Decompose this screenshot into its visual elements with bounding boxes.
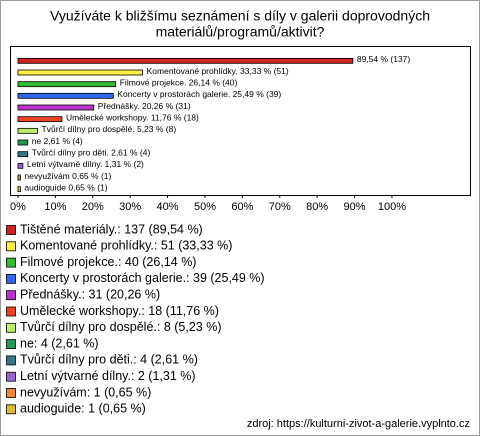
x-tick-label: 60% [231,201,253,213]
x-tick-label: 100% [378,201,406,213]
bar [17,151,29,158]
legend-swatch [6,257,16,268]
legend-label: Letní výtvarné dílny.: 2 (1,31 %) [20,369,196,383]
data-label: nevyužívám 0,65 % (1) [24,171,111,181]
legend-swatch [6,273,16,284]
legend-swatch [6,404,16,415]
data-label: ne 2,61 % (4) [32,136,83,146]
x-tick-label: 90% [344,201,366,213]
legend-label: Komentované prohlídky.: 51 (33,33 %) [20,239,232,253]
data-label: Komentované prohlídky. 33,33 % (51) [147,66,289,76]
data-label: Tvůrčí dílny pro dospělé. 5,23 % (8) [42,124,177,134]
legend-swatch [6,388,16,398]
legend-label: ne: 4 (2,61 %) [20,336,99,350]
bar [17,186,21,193]
legend-label: audioguide: 1 (0,65 %) [20,402,146,416]
x-tick-label: 20% [82,201,104,213]
legend-swatch [6,306,16,317]
legend-label: Umělecké workshopy.: 18 (11,76 %) [20,304,219,318]
bar [17,174,21,181]
legend-swatch [6,371,16,382]
bar [17,81,117,88]
legend-swatch [6,241,16,252]
bar [17,162,24,169]
legend-swatch [6,339,16,350]
x-tick-label: 80% [306,201,328,213]
legend-label: Tvůrčí dílny pro dospělé.: 8 (5,23 %) [20,320,221,334]
bar [17,92,114,99]
legend-swatch [6,290,16,301]
bar [17,116,63,123]
legend-swatch [6,225,16,235]
data-label: Umělecké workshopy. 11,76 % (18) [66,112,199,122]
legend-label: Přednášky.: 31 (20,26 %) [20,287,160,301]
legend-label: nevyužívám: 1 (0,65 %) [20,385,151,399]
data-label: audioguide 0,65 % (1) [24,182,107,192]
bar [17,69,144,76]
data-label: 89,54 % (137) [357,54,411,64]
legend-label: Tvůrčí dílny pro děti.: 4 (2,61 %) [20,353,198,367]
legend-label: Filmové projekce.: 40 (26,14 %) [20,255,196,269]
legend-swatch [6,355,16,366]
data-label: Koncerty v prostorách galerie. 25,49 % (… [117,89,281,99]
x-tick-label: 10% [44,201,66,213]
legend-label: Tištěné materiály.: 137 (89,54 %) [20,222,203,236]
x-tick-label: 0% [10,201,26,213]
data-label: Letní výtvarné dílny. 1,31 % (2) [27,159,144,169]
bar [17,139,29,146]
chart-title: Využíváte k bližšímu seznámení s díly v … [50,8,430,24]
data-label: Filmové projekce. 26,14 % (40) [120,77,238,87]
legend-label: Koncerty v prostorách galerie.: 39 (25,4… [20,271,265,285]
chart-title: materiálů/programů/aktivit? [156,24,325,40]
data-label: Přednášky. 20,26 % (31) [98,101,191,111]
bar [17,127,38,134]
bar [17,57,354,64]
x-tick-label: 30% [119,201,141,213]
bar [17,104,95,111]
x-tick-label: 40% [157,201,179,213]
legend-swatch [6,322,16,333]
x-tick-label: 70% [269,201,291,213]
data-label: Tvůrčí dílny pro děti. 2,61 % (4) [32,147,151,157]
plot-area [10,46,471,196]
x-tick-label: 50% [194,201,216,213]
source: zdroj: https://kulturni-zivot-a-galerie.… [247,418,470,430]
